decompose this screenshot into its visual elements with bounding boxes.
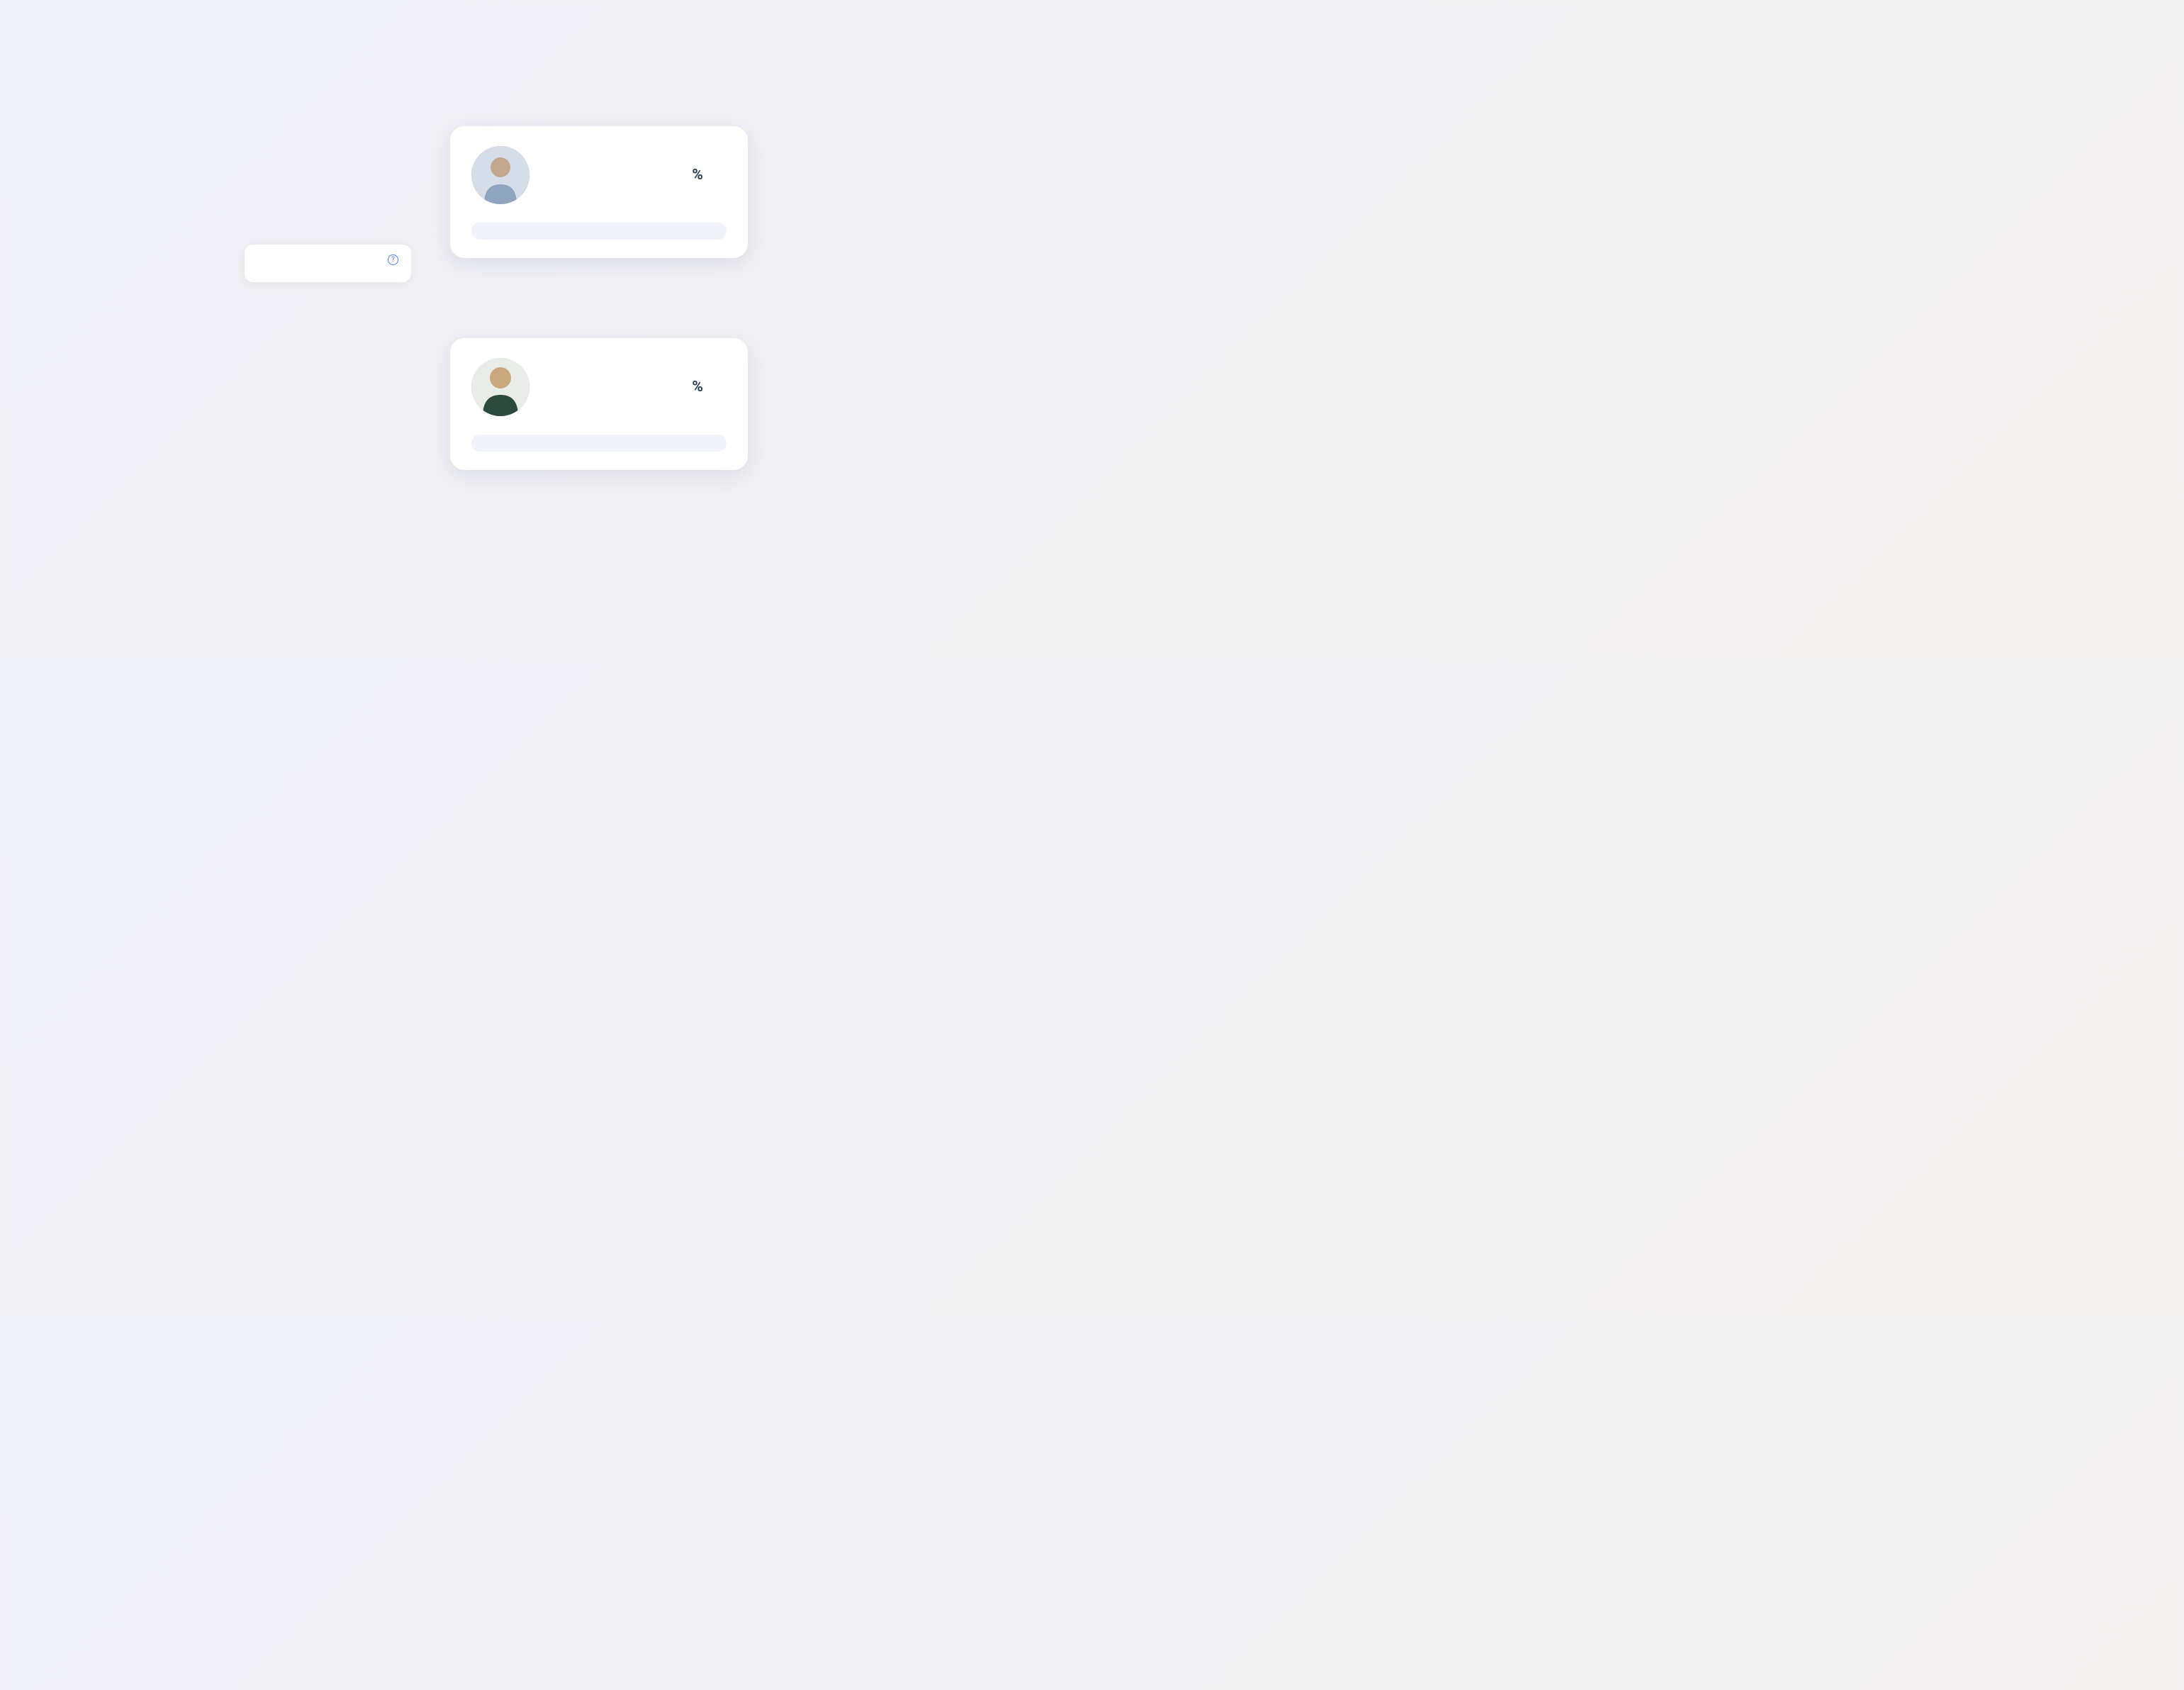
avatar	[471, 358, 530, 416]
user-card-john: %	[450, 338, 748, 470]
progress-pct: %	[692, 167, 703, 184]
permissions-row	[471, 435, 727, 452]
timeline-chart	[0, 474, 851, 658]
progress-ring: %	[668, 358, 727, 416]
avatar	[471, 146, 530, 204]
help-icon: ?	[388, 254, 398, 265]
user-card-antonia: %	[450, 126, 748, 258]
radial-chart	[0, 0, 269, 475]
progress-ring: %	[668, 146, 727, 204]
permissions-row	[471, 223, 727, 240]
detail-tooltip: ?	[245, 245, 411, 282]
radial-chart-svg	[0, 0, 269, 475]
details-link[interactable]: ?	[385, 254, 398, 265]
progress-pct: %	[692, 379, 703, 396]
